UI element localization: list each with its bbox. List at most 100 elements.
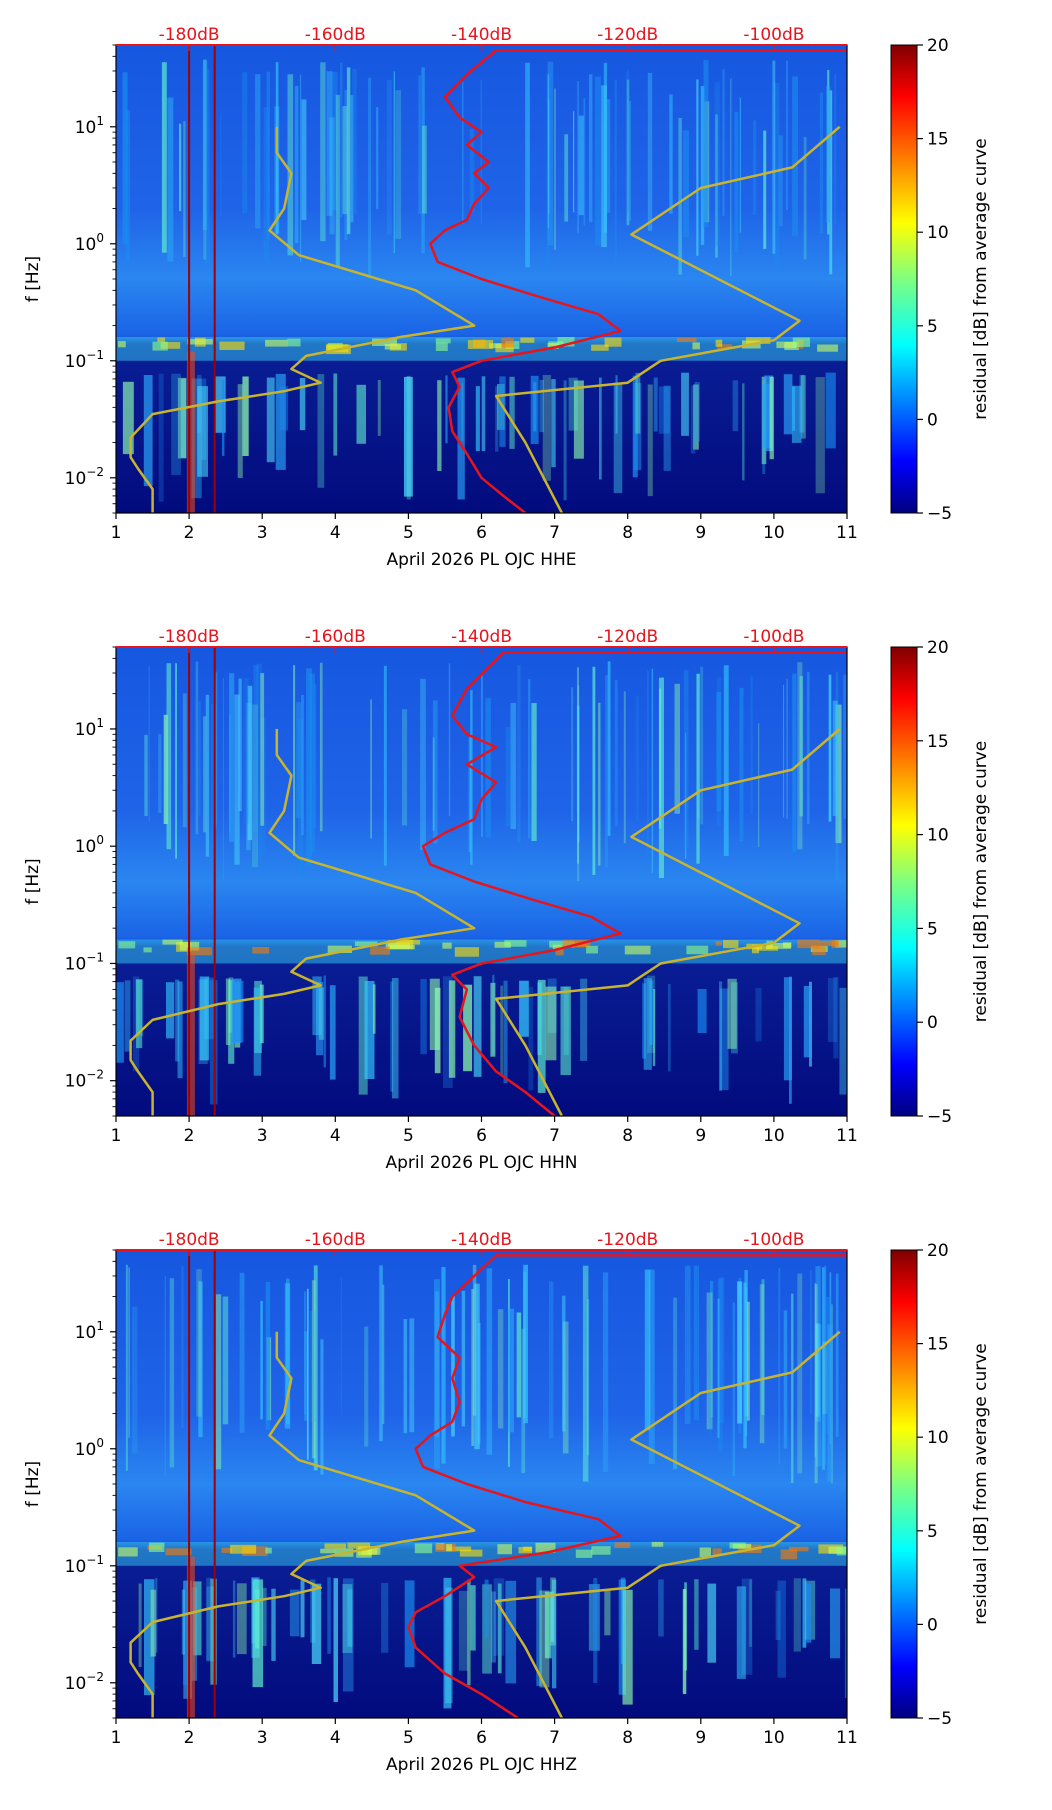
colorbar-tick-label: −5 [927, 1709, 952, 1729]
y-axis-label: f [Hz] [23, 1461, 43, 1507]
series-line [429, 49, 847, 513]
top-tick-label: -160dB [305, 25, 366, 45]
x-axis-label: April 2026 PL OJC HHZ [386, 1755, 577, 1775]
top-tick-label: -160dB [305, 627, 366, 647]
series-line [129, 1331, 476, 1718]
colorbar-tick-label: 15 [927, 732, 949, 752]
x-axis-label: April 2026 PL OJC HHE [386, 550, 576, 570]
series-line [494, 125, 841, 513]
colorbar-tick-label: 5 [927, 1522, 938, 1542]
top-tick-label: -140dB [451, 25, 512, 45]
x-tick-label: 7 [549, 523, 560, 543]
x-tick-label: 8 [622, 1728, 633, 1748]
x-tick-label: 2 [184, 1126, 195, 1146]
x-tick-label: 8 [622, 523, 633, 543]
colorbar-tick-label: 10 [927, 223, 949, 243]
series-line [494, 1330, 841, 1718]
x-tick-label: 6 [476, 1728, 487, 1748]
spectrogram-panel: 1 2 3 4 5 6 7 8 9 10 11 April 2026 PL OJC HHN 10−2 10… [23, 627, 991, 1173]
top-tick-label: -140dB [451, 1230, 512, 1250]
x-tick-label: 9 [695, 1126, 706, 1146]
x-tick-label: 10 [763, 523, 785, 543]
top-tick-label: -120dB [597, 25, 658, 45]
top-tick-label: -180dB [159, 25, 220, 45]
x-tick-label: 5 [403, 1126, 414, 1146]
colorbar-gradient [890, 646, 918, 1117]
colorbar-tick-label: 10 [927, 1428, 949, 1448]
heatmap-texture [116, 661, 847, 1116]
heatmap-texture [116, 1264, 847, 1718]
series-line [407, 1254, 847, 1718]
y-tick-label: 101 [75, 1319, 104, 1343]
x-tick-label: 2 [184, 523, 195, 543]
top-tick-label: -160dB [305, 1230, 366, 1250]
colorbar-tick-label: −5 [927, 504, 952, 524]
colorbar: −5 0 5 10 15 20 residual [dB] from average cur… [890, 1241, 991, 1729]
y-tick-label: 100 [75, 1436, 104, 1460]
x-tick-label: 2 [184, 1728, 195, 1748]
colorbar: −5 0 5 10 15 20 residual [dB] from average cur… [890, 638, 991, 1127]
heatmap-area [116, 45, 847, 513]
x-tick-label: 4 [330, 523, 341, 543]
colorbar-tick-label: 0 [927, 410, 938, 430]
colorbar-tick-label: 15 [927, 1335, 949, 1355]
colorbar-tick-label: 5 [927, 317, 938, 337]
x-tick-label: 9 [695, 1728, 706, 1748]
y-tick-label: 101 [75, 716, 104, 740]
y-tick-label: 101 [75, 114, 104, 138]
top-tick-label: -100dB [743, 25, 804, 45]
colorbar: −5 0 5 10 15 20 residual [dB] from average cur… [890, 36, 991, 524]
x-tick-label: 10 [763, 1728, 785, 1748]
top-tick-label: -120dB [597, 627, 658, 647]
heatmap-area [116, 647, 847, 1116]
colorbar-gradient [890, 1249, 918, 1719]
y-tick-label: 10−2 [65, 1670, 104, 1694]
colorbar-label: residual [dB] from average curve [971, 741, 991, 1022]
colorbar-tick-label: 10 [927, 826, 949, 846]
heatmap-background [116, 1250, 847, 1718]
y-tick-label: 100 [75, 833, 104, 857]
x-axis-label: April 2026 PL OJC HHN [385, 1153, 577, 1173]
top-tick-label: -180dB [159, 1230, 220, 1250]
colorbar-tick-label: 15 [927, 130, 949, 150]
x-tick-label: 1 [111, 1728, 122, 1748]
colorbar-label: residual [dB] from average curve [971, 138, 991, 419]
x-tick-label: 9 [695, 523, 706, 543]
series-line [421, 651, 847, 1116]
series-line [494, 728, 841, 1116]
x-tick-label: 6 [476, 523, 487, 543]
top-tick-label: -180dB [159, 627, 220, 647]
y-tick-label: 10−2 [65, 465, 104, 489]
colorbar-tick-label: 0 [927, 1013, 938, 1033]
x-tick-label: 6 [476, 1126, 487, 1146]
spectrogram-panel: 1 2 3 4 5 6 7 8 9 10 11 April 2026 PL OJC HHZ 10−2 10… [23, 1230, 991, 1775]
y-tick-label: 10−1 [65, 950, 104, 974]
x-tick-label: 7 [549, 1126, 560, 1146]
series-line [129, 729, 476, 1116]
spectrogram-panel: 1 2 3 4 5 6 7 8 9 10 11 April 2026 PL OJC HHE 10−2 10… [23, 25, 991, 570]
top-tick-label: -140dB [451, 627, 512, 647]
colorbar-label: residual [dB] from average curve [971, 1343, 991, 1624]
top-tick-label: -100dB [743, 1230, 804, 1250]
x-tick-label: 11 [836, 1728, 858, 1748]
y-tick-label: 10−2 [65, 1068, 104, 1092]
x-tick-label: 5 [403, 523, 414, 543]
y-axis-label: f [Hz] [23, 256, 43, 302]
top-tick-label: -100dB [743, 627, 804, 647]
colorbar-gradient [890, 44, 918, 514]
y-axis-label: f [Hz] [23, 858, 43, 904]
colorbar-tick-label: 20 [927, 638, 949, 658]
y-tick-label: 100 [75, 231, 104, 255]
x-tick-label: 3 [257, 523, 268, 543]
colorbar-tick-label: −5 [927, 1107, 952, 1127]
x-tick-label: 10 [763, 1126, 785, 1146]
series-line [129, 126, 476, 513]
x-tick-label: 4 [330, 1126, 341, 1146]
x-tick-label: 11 [836, 1126, 858, 1146]
x-tick-label: 3 [257, 1126, 268, 1146]
colorbar-tick-label: 5 [927, 919, 938, 939]
x-tick-label: 3 [257, 1728, 268, 1748]
colorbar-tick-label: 0 [927, 1615, 938, 1635]
colorbar-tick-label: 20 [927, 36, 949, 56]
